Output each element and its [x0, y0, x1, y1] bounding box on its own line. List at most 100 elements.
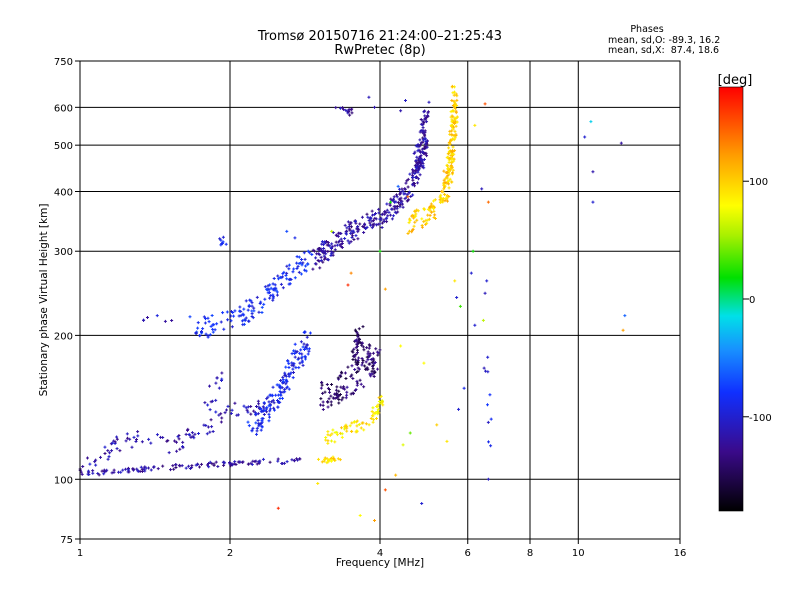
- data-point: [94, 463, 98, 467]
- data-point: [379, 401, 383, 405]
- data-point: [302, 251, 306, 255]
- data-point: [447, 186, 451, 190]
- data-point: [233, 401, 237, 405]
- data-point: [273, 283, 277, 287]
- data-point: [362, 428, 366, 432]
- data-point: [147, 466, 151, 470]
- colorbar-ticks: 100 0 -100: [743, 177, 772, 424]
- data-point: [346, 283, 350, 287]
- data-point: [451, 137, 455, 141]
- data-point: [334, 106, 338, 110]
- data-point: [217, 413, 221, 417]
- data-point: [206, 425, 210, 429]
- data-point: [135, 467, 139, 471]
- data-point: [203, 401, 207, 405]
- data-point: [591, 200, 595, 204]
- data-point: [302, 347, 306, 351]
- data-point: [486, 355, 490, 359]
- data-point: [445, 164, 449, 168]
- data-point: [327, 397, 331, 401]
- data-point: [256, 412, 260, 416]
- data-point: [291, 362, 295, 366]
- data-point: [181, 446, 185, 450]
- data-point: [418, 144, 422, 148]
- data-point: [97, 473, 101, 477]
- data-point: [485, 279, 489, 283]
- data-point: [448, 166, 452, 170]
- data-point: [202, 315, 206, 319]
- data-point: [311, 267, 315, 271]
- data-point: [196, 462, 200, 466]
- x-tick-label: 1: [77, 548, 83, 559]
- data-point: [244, 406, 248, 410]
- data-point: [442, 185, 446, 189]
- data-point: [373, 412, 377, 416]
- data-point: [321, 391, 325, 395]
- data-point: [220, 416, 224, 420]
- data-point: [330, 242, 334, 246]
- data-point: [282, 270, 286, 274]
- data-point: [163, 319, 167, 323]
- data-point: [250, 428, 254, 432]
- data-point: [297, 261, 301, 265]
- data-point: [349, 231, 353, 235]
- data-point: [362, 348, 366, 352]
- data-point: [449, 163, 453, 167]
- data-point: [457, 407, 461, 411]
- data-point: [621, 328, 625, 332]
- data-point: [198, 465, 202, 469]
- data-point: [348, 113, 352, 117]
- data-point: [175, 449, 179, 453]
- data-point: [254, 459, 258, 463]
- data-point: [420, 501, 424, 505]
- data-point: [197, 431, 201, 435]
- data-point: [414, 214, 418, 218]
- data-point: [320, 380, 324, 384]
- data-point: [298, 361, 302, 365]
- data-point: [371, 364, 375, 368]
- data-point: [404, 181, 408, 185]
- data-point: [290, 361, 294, 365]
- data-point: [415, 218, 419, 222]
- data-point: [407, 190, 411, 194]
- data-point: [361, 361, 365, 365]
- data-point: [320, 249, 324, 253]
- data-point: [416, 209, 420, 213]
- data-point: [458, 304, 462, 308]
- x-tick-label: 4: [377, 548, 383, 559]
- data-point: [173, 439, 177, 443]
- data-point: [411, 193, 415, 197]
- data-point: [258, 422, 262, 426]
- data-point: [358, 513, 362, 517]
- data-point: [373, 105, 377, 109]
- data-point: [422, 146, 426, 150]
- data-point: [110, 441, 114, 445]
- data-point: [246, 420, 250, 424]
- data-point: [115, 447, 119, 451]
- data-point: [281, 379, 285, 383]
- data-point: [383, 488, 387, 492]
- data-point: [303, 268, 307, 272]
- data-point: [203, 321, 207, 325]
- data-point: [373, 211, 377, 215]
- data-point: [306, 262, 310, 266]
- data-point: [263, 285, 267, 289]
- data-point: [388, 202, 392, 206]
- data-point: [240, 319, 244, 323]
- data-point: [370, 360, 374, 364]
- data-point: [348, 222, 352, 226]
- data-point: [366, 352, 370, 356]
- data-point: [268, 296, 272, 300]
- data-point: [375, 223, 379, 227]
- data-point: [201, 327, 205, 331]
- data-point: [423, 145, 427, 149]
- data-point: [340, 398, 344, 402]
- data-point: [425, 120, 429, 124]
- data-point: [246, 405, 250, 409]
- data-point: [136, 430, 140, 434]
- data-point: [262, 302, 266, 306]
- data-point: [297, 356, 301, 360]
- data-point: [487, 440, 491, 444]
- data-point: [293, 351, 297, 355]
- data-point: [277, 277, 281, 281]
